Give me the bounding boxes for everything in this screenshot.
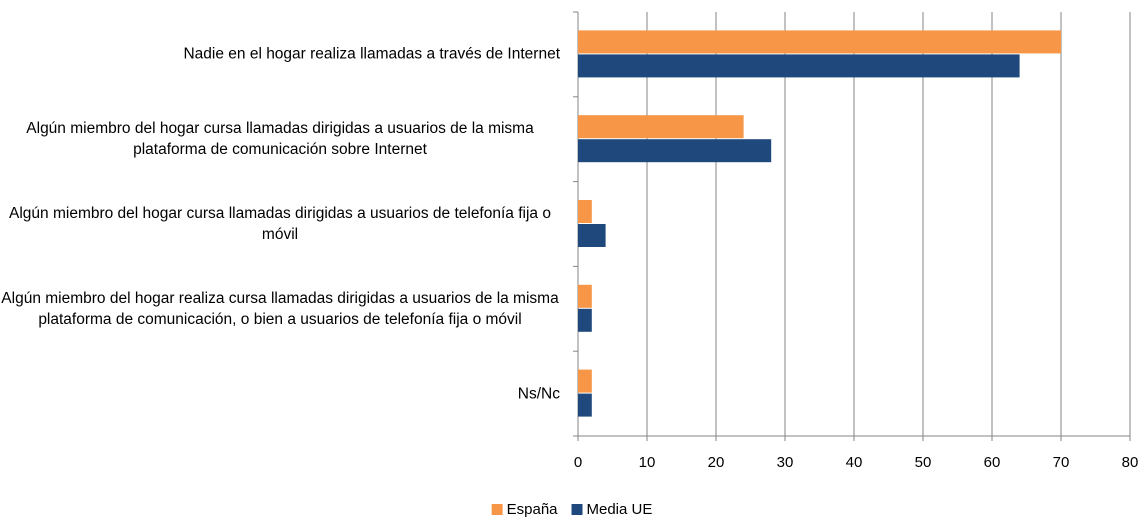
category-label: Nadie en el hogar realiza llamadas a tra… (183, 44, 560, 65)
x-tick-label: 70 (1053, 454, 1070, 471)
bar (578, 369, 592, 393)
legend-label: Media UE (587, 501, 653, 518)
legend-item: España (491, 501, 559, 518)
bar (578, 393, 592, 417)
x-tick-label: 0 (574, 454, 582, 471)
bar (578, 200, 592, 223)
x-tick-label: 30 (777, 454, 794, 471)
category-label: Ns/Nc (518, 383, 560, 404)
category-text: Ns/Nc (517, 385, 560, 403)
bar (578, 30, 1061, 54)
x-tick-label: 20 (708, 454, 725, 471)
bar (578, 224, 606, 247)
bar (578, 284, 592, 308)
x-tick-label: 10 (639, 454, 656, 471)
category-label: Algún miembro del hogar realiza cursa ll… (0, 288, 560, 330)
x-tick-label: 50 (915, 454, 932, 471)
legend-swatch (491, 504, 503, 515)
category-text: Algún miembro del hogar cursa llamadas d… (9, 205, 551, 243)
category-text: Nadie en el hogar realiza llamadas a tra… (183, 45, 560, 63)
category-text: Algún miembro del hogar cursa llamadas d… (26, 120, 534, 159)
category-label: Algún miembro del hogar cursa llamadas d… (0, 118, 560, 160)
x-tick-label: 80 (1122, 454, 1139, 471)
x-tick-label: 40 (846, 454, 863, 471)
category-text: Algún miembro del hogar realiza cursa ll… (1, 289, 559, 328)
bar (578, 139, 772, 163)
legend-swatch (571, 504, 583, 515)
bar (578, 54, 1020, 78)
legend-label: España (507, 501, 559, 518)
x-tick-label: 60 (984, 454, 1001, 471)
legend-item: Media UE (571, 501, 653, 518)
bar (578, 115, 744, 139)
category-label: Algún miembro del hogar cursa llamadas d… (0, 203, 560, 245)
bar (578, 308, 592, 332)
